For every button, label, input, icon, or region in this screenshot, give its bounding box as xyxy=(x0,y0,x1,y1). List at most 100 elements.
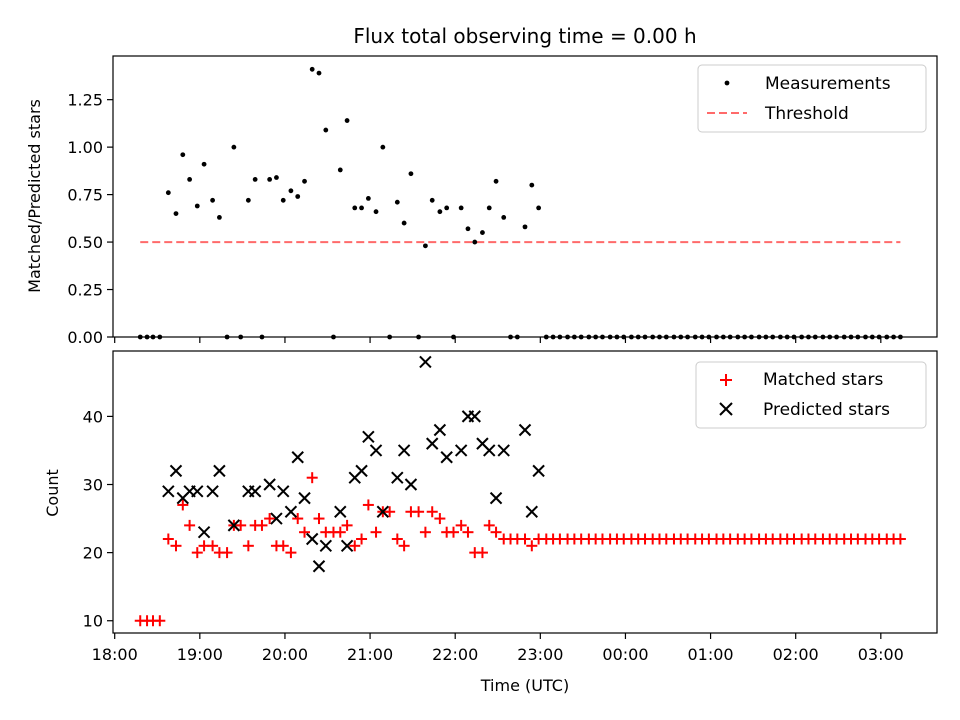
bottom-y-axis-label: Count xyxy=(43,469,62,517)
measurement-point xyxy=(288,188,294,194)
predicted-star-point xyxy=(162,485,175,498)
predicted-star-point xyxy=(213,464,226,478)
matched-star-point xyxy=(235,519,247,531)
matched-star-point xyxy=(221,547,233,559)
measurement-point xyxy=(245,197,251,203)
top-y-tick-label: 1.25 xyxy=(67,91,103,110)
predicted-star-point xyxy=(263,478,276,491)
measurement-point xyxy=(337,167,343,173)
matched-star-point xyxy=(413,506,425,518)
predicted-star-point xyxy=(169,464,183,478)
bottom-plot-frame xyxy=(112,350,938,634)
predicted-star-point xyxy=(305,532,319,546)
legend-measurements-marker xyxy=(724,80,730,86)
x-tick-label: 01:00 xyxy=(688,645,734,664)
measurement-point xyxy=(295,194,301,199)
top-y-ticks: 0.00 0.25 0.50 0.75 1.00 1.25 xyxy=(67,91,113,347)
measurement-point xyxy=(394,199,400,205)
measurement-point xyxy=(373,209,379,215)
measurement-point xyxy=(309,66,315,72)
measurement-point xyxy=(472,239,478,245)
top-legend-box xyxy=(697,64,927,133)
predicted-star-point xyxy=(284,505,298,518)
matched-star-point xyxy=(434,513,446,525)
matched-star-point xyxy=(356,533,368,545)
measurement-point xyxy=(522,224,528,230)
predicted-star-point xyxy=(270,512,283,525)
predicted-star-point xyxy=(298,491,311,505)
matched-star-point xyxy=(476,547,488,559)
legend-predicted-marker xyxy=(719,402,733,416)
matched-star-point xyxy=(349,540,361,552)
matched-stars-points xyxy=(134,472,906,627)
matched-star-point xyxy=(264,513,276,525)
predicted-star-point xyxy=(483,444,496,457)
measurement-point xyxy=(267,177,273,182)
matched-star-point xyxy=(462,526,474,538)
measurement-point xyxy=(501,214,507,220)
x-tick-label: 00:00 xyxy=(602,645,648,664)
predicted-star-point xyxy=(291,451,304,464)
top-y-axis-label: Matched/Predicted stars xyxy=(25,99,44,293)
measurement-point xyxy=(201,161,207,167)
top-y-tick-label: 1.00 xyxy=(67,138,103,157)
predicted-star-point xyxy=(355,464,368,478)
measurement-point xyxy=(316,70,322,76)
top-y-tick-label: 0.00 xyxy=(67,328,103,347)
x-tick-label: 02:00 xyxy=(773,645,819,664)
measurement-point xyxy=(493,178,499,184)
measurement-point xyxy=(194,203,200,209)
measurement-point xyxy=(344,118,350,123)
predicted-star-point xyxy=(532,464,545,478)
predicted-star-point xyxy=(426,437,439,450)
matched-star-point xyxy=(207,540,219,552)
measurement-point xyxy=(231,144,237,150)
matched-star-point xyxy=(455,519,467,531)
predicted-star-point xyxy=(468,410,481,423)
measurement-point xyxy=(323,127,329,133)
predicted-star-point xyxy=(227,519,241,532)
predicted-star-point xyxy=(525,505,539,518)
measurement-point xyxy=(359,205,364,211)
legend-matched-marker xyxy=(720,374,732,386)
measurement-point xyxy=(437,209,443,215)
measurement-point xyxy=(173,211,179,216)
predicted-star-point xyxy=(404,478,418,491)
matched-star-point xyxy=(447,526,459,538)
matched-star-point xyxy=(483,519,495,531)
matched-star-point xyxy=(184,519,196,531)
bottom-y-tick-label: 30 xyxy=(83,476,103,495)
matched-star-point xyxy=(313,513,325,525)
predicted-star-point xyxy=(369,444,383,457)
matched-star-point xyxy=(419,526,431,538)
matched-star-point xyxy=(292,513,304,525)
measurement-point xyxy=(486,205,492,211)
matched-star-point xyxy=(299,526,311,538)
measurement-point xyxy=(408,171,414,177)
measurement-point xyxy=(444,205,450,211)
predicted-star-point xyxy=(391,471,404,484)
matched-star-point xyxy=(170,540,182,552)
matched-star-point xyxy=(154,615,166,627)
chart-title: Flux total observing time = 0.00 h xyxy=(353,24,696,48)
bottom-y-tick-label: 20 xyxy=(83,544,103,563)
top-x-ticks xyxy=(114,337,882,343)
measurement-point xyxy=(302,178,307,184)
matched-star-point xyxy=(370,526,382,538)
measurement-point xyxy=(529,182,535,188)
predicted-star-point xyxy=(433,423,447,437)
measurement-point xyxy=(217,214,222,220)
predicted-stars-points xyxy=(162,355,545,573)
measurement-point xyxy=(480,230,485,235)
matched-star-point xyxy=(334,526,346,538)
matched-star-point xyxy=(242,540,254,552)
measurement-point xyxy=(210,197,215,203)
matched-star-point xyxy=(519,533,531,545)
measurement-point xyxy=(280,197,286,203)
top-plot-frame xyxy=(112,55,938,338)
measurements-panel: Flux total observing time = 0.00 h Match… xyxy=(25,24,938,347)
predicted-star-point xyxy=(440,451,453,464)
bottom-legend: Matched stars Predicted stars xyxy=(695,361,927,429)
bottom-y-ticks: 10 20 30 40 xyxy=(83,407,113,631)
